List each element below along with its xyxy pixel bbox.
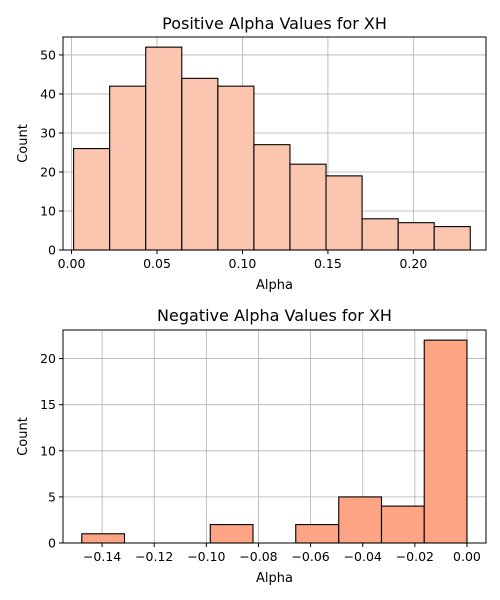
histogram-bar [181, 77, 219, 251]
y-tick-label: 30 [40, 125, 56, 140]
y-axis-label: Count [16, 124, 31, 163]
chart-title: Positive Alpha Values for XH [162, 14, 387, 33]
y-tick-label: 10 [40, 203, 56, 218]
x-tick-label: 0.20 [399, 256, 427, 271]
y-tick-label: 10 [40, 443, 56, 458]
histogram-bar [81, 533, 126, 544]
histogram-bar [289, 163, 327, 251]
x-axis-label: Alpha [256, 571, 293, 586]
x-tick-label: −0.02 [396, 549, 434, 564]
y-tick-label: 5 [48, 489, 56, 504]
x-tick-label: 0.10 [229, 256, 257, 271]
histogram-bar [209, 524, 254, 544]
histogram-bar [325, 175, 363, 251]
y-tick-label: 0 [48, 536, 56, 551]
x-tick-label: −0.14 [83, 549, 121, 564]
histogram-bar [73, 148, 111, 251]
y-axis-label: Count [16, 417, 31, 456]
histogram-bar [295, 524, 340, 544]
axes-frame [62, 329, 487, 544]
x-tick-label: −0.10 [187, 549, 225, 564]
y-tick-label: 0 [48, 243, 56, 258]
histogram-bar [253, 144, 291, 251]
chart-2: Negative Alpha Values for XH −0.14 −0.12 −0… [16, 306, 487, 586]
x-tick-label: −0.08 [239, 549, 277, 564]
axes-frame [62, 36, 487, 251]
chart-title: Negative Alpha Values for XH [157, 306, 392, 325]
y-tick-label: 50 [40, 47, 56, 62]
chart-1: Positive Alpha Values for XH 0.00 0.05 0.10… [16, 14, 487, 293]
x-tick-label: 0.05 [143, 256, 171, 271]
y-tick-label: 20 [40, 351, 56, 366]
histogram-bar [217, 85, 255, 251]
x-tick-label: −0.12 [135, 549, 173, 564]
x-tick-label: −0.06 [291, 549, 329, 564]
x-axis-label: Alpha [256, 278, 293, 293]
histogram-bar [433, 226, 471, 251]
histogram-bar [109, 85, 147, 251]
histogram-bar [145, 46, 183, 251]
x-tick-label: 0.00 [58, 256, 86, 271]
histogram-bar [380, 505, 425, 544]
x-tick-label: 0.00 [453, 549, 481, 564]
y-tick-label: 40 [40, 86, 56, 101]
histogram-bar [338, 496, 383, 544]
y-tick-label: 15 [40, 397, 56, 412]
y-tick-label: 20 [40, 164, 56, 179]
histogram-bar [361, 218, 399, 251]
x-tick-label: 0.15 [314, 256, 342, 271]
histogram-bar [423, 339, 468, 544]
histogram-bar [397, 222, 435, 251]
x-tick-label: −0.04 [344, 549, 382, 564]
